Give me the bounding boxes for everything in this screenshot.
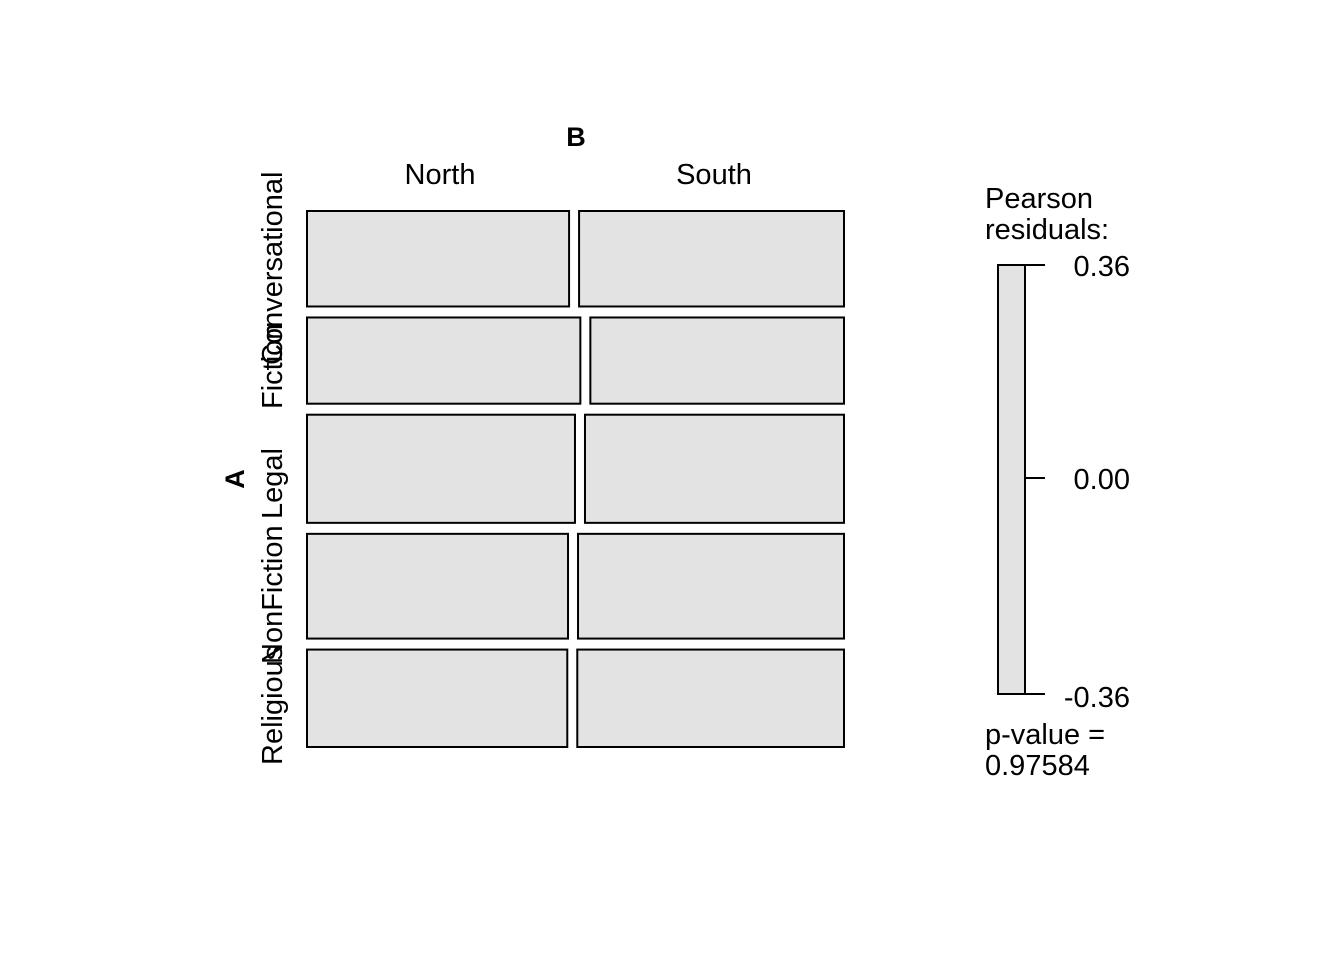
tile-fiction-south <box>589 316 846 405</box>
pvalue-line2: 0.97584 <box>985 750 1090 782</box>
legend-title-line2: residuals: <box>985 214 1109 246</box>
row-label-nonfiction: NonFiction <box>257 525 289 664</box>
legend-color-bar <box>997 264 1026 695</box>
row-label-legal: Legal <box>257 448 289 519</box>
row-label-religious: Religious <box>257 646 289 765</box>
tile-conversational-south <box>578 210 845 308</box>
tile-legal-south <box>583 413 845 524</box>
column-label-north: North <box>405 159 476 191</box>
pvalue-line1: p-value = <box>985 719 1105 751</box>
legend-title-line1: Pearson <box>985 183 1093 215</box>
tile-fiction-north <box>306 316 582 405</box>
legend-max-label: 0.36 <box>1074 251 1130 283</box>
tile-nonfiction-south <box>577 532 845 640</box>
column-label-south: South <box>676 159 752 191</box>
row-labels: Conversational Fiction Legal NonFiction … <box>257 172 289 765</box>
row-label-fiction: Fiction <box>257 324 289 409</box>
residual-legend: Pearson residuals: 0.36 0.00 -0.36 <box>985 183 1130 714</box>
tile-conversational-north <box>306 210 571 308</box>
tile-nonfiction-north <box>306 532 570 640</box>
legend-min-label: -0.36 <box>1064 682 1130 714</box>
row-variable-title: A <box>220 469 250 489</box>
legend-mid-label: 0.00 <box>1074 464 1130 496</box>
column-variable-title: B <box>566 122 586 152</box>
mosaic-tiles <box>306 210 846 749</box>
tile-legal-north <box>306 413 576 524</box>
row-label-conversational: Conversational <box>257 172 289 365</box>
tile-religious-south <box>576 648 845 749</box>
tile-religious-north <box>306 648 569 749</box>
